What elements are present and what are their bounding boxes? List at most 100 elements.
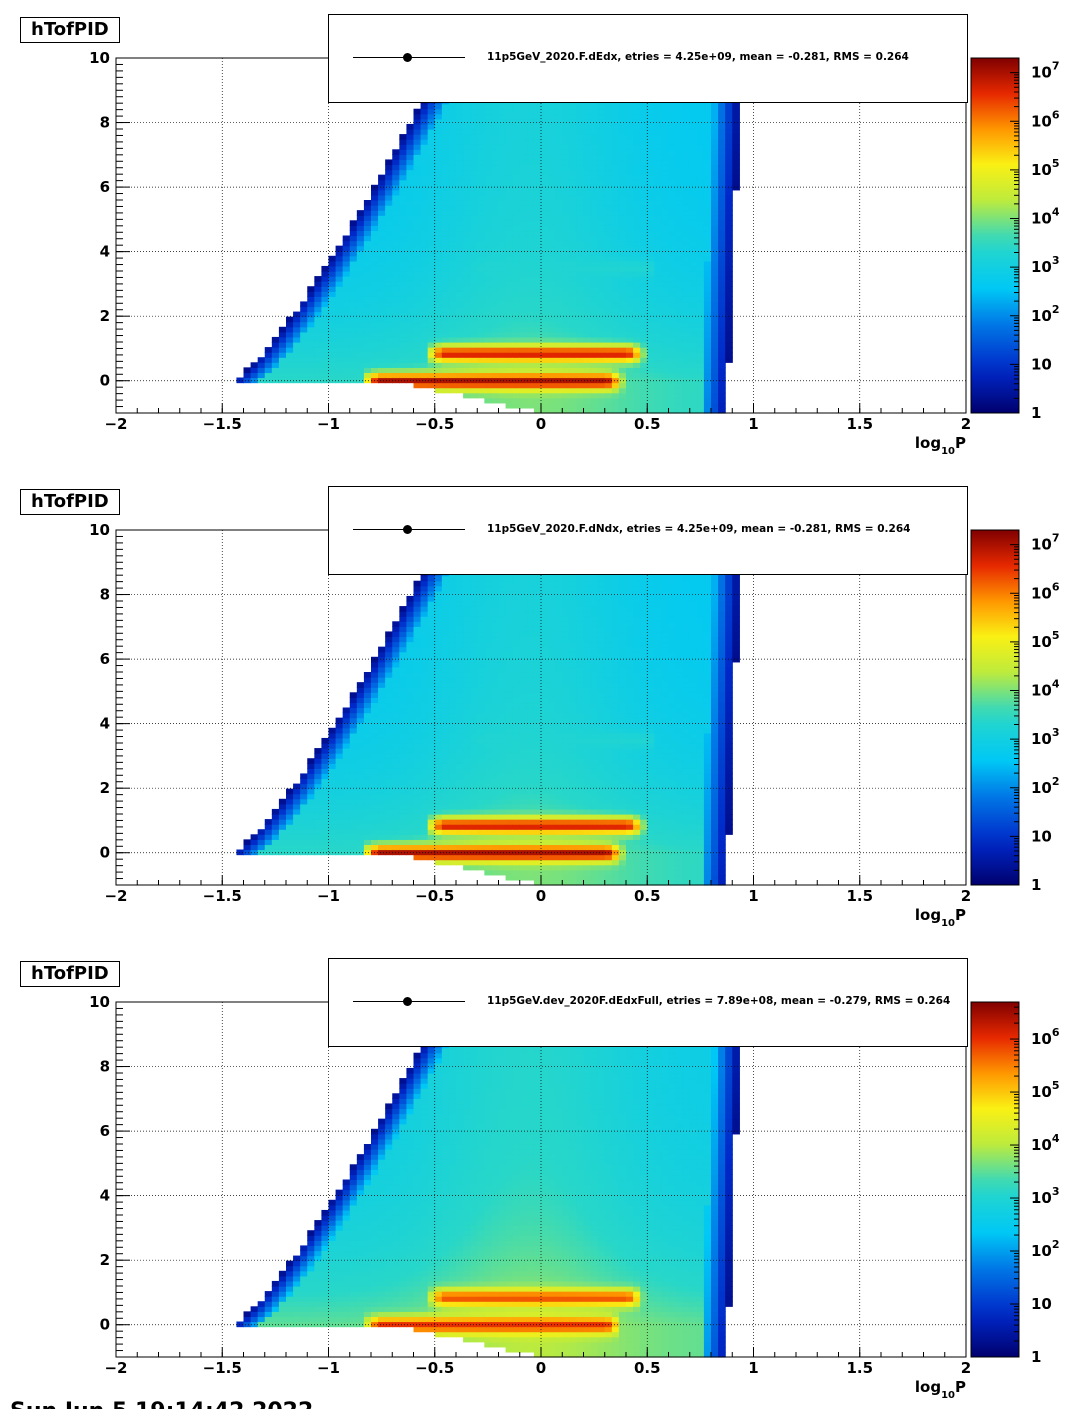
- heatmap-cell: [385, 235, 393, 242]
- heatmap-cell: [533, 311, 542, 318]
- heatmap-cell: [626, 342, 634, 348]
- heatmap-cell: [569, 184, 578, 191]
- heatmap-cell: [505, 306, 514, 313]
- heatmap-cell: [640, 352, 648, 358]
- heatmap-cell: [448, 215, 457, 221]
- heatmap-cell: [512, 169, 521, 176]
- heatmap-cell: [703, 154, 712, 161]
- heatmap-cell: [286, 849, 294, 856]
- heatmap-cell: [654, 387, 663, 394]
- heatmap-cell: [498, 159, 507, 166]
- heatmap-cell: [640, 164, 648, 171]
- heatmap-cell: [548, 250, 556, 257]
- heatmap-cell: [569, 387, 578, 394]
- heatmap-cell: [626, 139, 634, 145]
- heatmap-cell: [541, 352, 549, 358]
- heatmap-cell: [555, 397, 563, 404]
- heatmap-cell: [711, 342, 719, 348]
- heatmap-cell: [703, 321, 712, 328]
- heatmap-cell: [314, 798, 323, 805]
- heatmap-cell: [541, 260, 549, 267]
- heatmap-cell: [583, 144, 592, 150]
- heatmap-cell: [732, 123, 740, 130]
- heatmap-cell: [448, 352, 457, 358]
- heatmap-cell: [626, 113, 634, 120]
- heatmap-cell: [533, 235, 542, 242]
- heatmap-cell: [519, 210, 528, 216]
- heatmap-cell: [399, 824, 408, 830]
- heatmap-cell: [378, 230, 386, 237]
- heatmap-cell: [647, 169, 655, 176]
- heatmap-cell: [363, 205, 372, 211]
- heatmap-cell: [406, 722, 415, 729]
- heatmap-cell: [590, 103, 599, 110]
- heatmap-cell: [668, 286, 677, 292]
- heatmap-cell: [675, 129, 684, 135]
- heatmap-cell: [618, 377, 627, 384]
- heatmap-cell: [385, 306, 393, 313]
- heatmap-cell: [541, 265, 549, 272]
- heatmap-cell: [703, 235, 712, 242]
- heatmap-cell: [441, 336, 450, 343]
- heatmap-cell: [456, 179, 464, 186]
- heatmap-cell: [519, 129, 528, 135]
- heatmap-cell: [689, 402, 698, 409]
- heatmap-cell: [505, 392, 514, 399]
- heatmap-cell: [271, 814, 280, 820]
- heatmap-cell: [505, 347, 514, 353]
- heatmap-cell: [569, 316, 578, 323]
- heatmap-cell: [427, 352, 436, 358]
- heatmap-cell: [484, 225, 493, 232]
- heatmap-cell: [463, 646, 471, 653]
- heatmap-cell: [725, 271, 733, 277]
- heatmap-cell: [477, 773, 485, 780]
- heatmap-cell: [526, 194, 535, 201]
- heatmap-cell: [548, 291, 556, 297]
- heatmap-cell: [456, 250, 464, 257]
- heatmap-cell: [420, 220, 429, 226]
- heatmap-cell: [371, 326, 379, 333]
- heatmap-cell: [378, 803, 386, 810]
- heatmap-cell: [569, 220, 578, 226]
- heatmap-cell: [661, 276, 670, 282]
- heatmap-cell: [711, 311, 719, 318]
- heatmap-cell: [434, 636, 443, 643]
- heatmap-cell: [427, 732, 436, 739]
- heatmap-cell: [668, 144, 677, 150]
- heatmap-cell: [611, 397, 620, 404]
- heatmap-cell: [562, 271, 570, 277]
- heatmap-cell: [604, 255, 613, 262]
- heatmap-cell: [434, 672, 443, 678]
- heatmap-cell: [505, 402, 514, 409]
- heatmap-cell: [484, 113, 493, 120]
- heatmap-cell: [420, 743, 429, 749]
- heatmap-cell: [399, 144, 408, 150]
- heatmap-cell: [399, 235, 408, 242]
- heatmap-cell: [257, 839, 266, 846]
- heatmap-cell: [477, 743, 485, 749]
- heatmap-cell: [335, 250, 344, 257]
- heatmap-cell: [661, 184, 670, 191]
- heatmap-cell: [448, 712, 457, 719]
- heatmap-cell: [668, 189, 677, 196]
- heatmap-cell: [555, 407, 563, 414]
- heatmap-cell: [526, 377, 535, 384]
- heatmap-cell: [399, 753, 408, 759]
- heatmap-cell: [633, 311, 641, 318]
- heatmap-cell: [448, 585, 457, 592]
- heatmap-cell: [420, 240, 429, 247]
- heatmap-cell: [264, 844, 273, 851]
- heatmap-cell: [470, 621, 478, 627]
- heatmap-cell: [441, 265, 450, 272]
- heatmap-cell: [349, 829, 358, 835]
- heatmap-cell: [611, 402, 620, 409]
- heatmap-cell: [661, 134, 670, 140]
- heatmap-cell: [562, 336, 570, 343]
- heatmap-cell: [725, 210, 733, 216]
- heatmap-cell: [590, 281, 599, 287]
- heatmap-cell: [682, 113, 691, 120]
- heatmap-cell: [555, 129, 563, 135]
- heatmap-cell: [392, 194, 400, 201]
- heatmap-cell: [711, 402, 719, 409]
- heatmap-cell: [441, 276, 450, 282]
